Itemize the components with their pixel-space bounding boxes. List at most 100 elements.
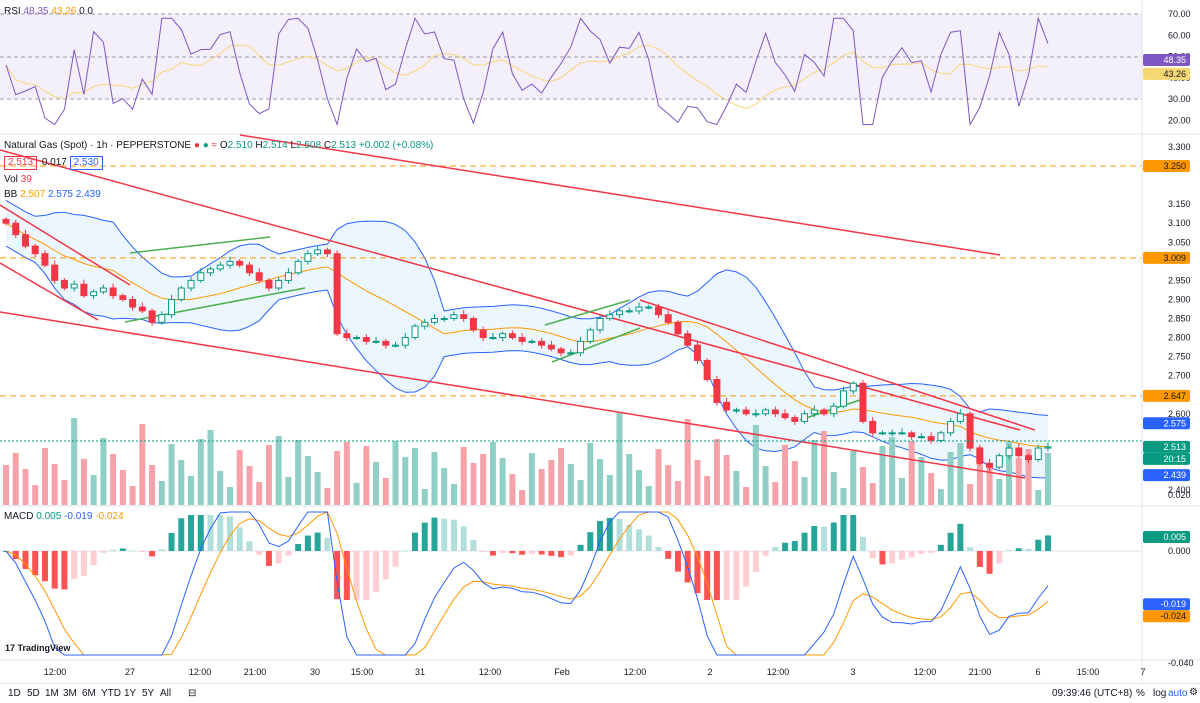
macd-bar (976, 551, 983, 567)
volume-bar (119, 470, 126, 505)
macd-bar (704, 551, 711, 600)
delay-icon: ≈ (211, 140, 218, 151)
volume-bar (519, 490, 526, 505)
candle-body (547, 344, 555, 350)
macd-hist-badge: 0.005 (1163, 532, 1186, 542)
tf-all[interactable]: All (160, 688, 172, 699)
tf-3m[interactable]: 3M (63, 688, 77, 699)
price-badges: 48.35 43.26 3.250 3.009 2.647 2.575 2.513 20:15… (1143, 54, 1190, 623)
rsi-tick-label: 20.00 (1168, 115, 1191, 125)
candle-body (976, 447, 984, 464)
macd-bar (275, 551, 282, 564)
date-range-icon[interactable]: ⊟ (188, 688, 197, 699)
time-tick-label: 12:00 (767, 667, 790, 677)
trendline-short-left[interactable] (0, 262, 99, 321)
volume-bar (3, 465, 9, 505)
time-tick-label: 2 (707, 667, 712, 677)
rsi-legend[interactable]: RSI 48.35 43.26 0 0 (4, 5, 93, 19)
macd-bar (762, 551, 769, 556)
macd-legend[interactable]: MACD 0.005 -0.019 -0.024 (4, 510, 124, 524)
ask-button[interactable]: 2.530 (69, 156, 103, 170)
symbol-legend[interactable]: Natural Gas (Spot) · 1h · PEPPERSTONE ● … (4, 139, 433, 153)
volume-bar (587, 443, 594, 505)
volume-bar (246, 466, 253, 505)
volume-bar (412, 448, 419, 505)
macd-bar (548, 551, 555, 556)
bid-ask-legend[interactable]: 2.513 0.017 2.530 (4, 156, 105, 170)
percent-toggle[interactable]: % (1136, 688, 1145, 699)
log-toggle[interactable]: log (1153, 688, 1167, 699)
rsi-tick-label: 60.00 (1168, 30, 1191, 40)
trendline-right[interactable] (639, 299, 1036, 431)
candle-body (168, 298, 176, 316)
volume-bar (606, 475, 613, 505)
time-tick-label: 12:00 (914, 667, 937, 677)
volume-bar (811, 440, 818, 505)
time-axis: 12:00 27 12:00 21:00 30 15:00 31 12:00 Feb 12:00 2… (44, 667, 1146, 677)
tradingview-logo[interactable]: 17 TradingView (5, 643, 70, 653)
macd-bar (567, 551, 574, 556)
candle-body (489, 337, 497, 340)
volume-bar (1025, 449, 1032, 505)
macd-bar (22, 551, 29, 569)
candle-body (460, 314, 468, 320)
bid-button[interactable]: 2.513 (4, 156, 38, 170)
clock[interactable]: 09:39:46 (UTC+8) (1052, 688, 1133, 699)
volume-bar (489, 442, 496, 505)
price-tick-label: 2.950 (1168, 275, 1191, 285)
volume-bar (100, 438, 107, 505)
trendline-upper-long[interactable] (239, 134, 1001, 256)
candle-body (645, 306, 653, 309)
volume-bar (558, 448, 565, 505)
trendline-lower[interactable] (0, 311, 1026, 479)
volume-legend[interactable]: Vol 39 (4, 173, 32, 187)
macd-bar (918, 551, 925, 554)
time-tick-label: 15:00 (351, 667, 374, 677)
candle-body (12, 222, 20, 236)
macd-hist-badge-bg (1143, 531, 1190, 543)
volume-bar (343, 442, 350, 505)
volume-bar (704, 476, 711, 505)
auto-toggle[interactable]: auto (1168, 688, 1188, 699)
bollinger-lower (5, 245, 1049, 479)
tf-6m[interactable]: 6M (82, 688, 96, 699)
price-tick-label: 2.700 (1168, 371, 1191, 381)
macd-bar (626, 524, 633, 551)
tf-1y[interactable]: 1Y (124, 688, 137, 699)
settings-gear-icon[interactable]: ⚙ (1189, 687, 1198, 698)
bb-legend[interactable]: BB 2.507 2.575 2.439 (4, 188, 101, 202)
channel-line-1[interactable] (129, 236, 271, 254)
tf-5y[interactable]: 5Y (142, 688, 155, 699)
candle-body (898, 432, 906, 435)
time-tick-label: 6 (1035, 667, 1040, 677)
candle-body (265, 279, 273, 289)
candle-body (469, 318, 477, 331)
volume-bar (528, 453, 535, 505)
tf-1m[interactable]: 1M (45, 688, 59, 699)
tf-5d[interactable]: 5D (27, 688, 40, 699)
channel-line-3[interactable] (544, 299, 631, 326)
volume-bar (684, 419, 691, 505)
bb-lower-badge: 2.439 (1163, 470, 1186, 480)
macd-bar (801, 532, 808, 551)
tf-ytd[interactable]: YTD (101, 688, 121, 699)
volume-bar (470, 463, 477, 505)
channel-line-4[interactable] (551, 327, 641, 363)
tf-1d[interactable]: 1D (8, 688, 21, 699)
time-tick-label: 27 (125, 667, 135, 677)
channel-line-5[interactable] (799, 399, 861, 421)
level-badge-2647-bg (1143, 389, 1190, 402)
volume-bar (129, 486, 136, 505)
trendline-short-left2[interactable] (0, 204, 131, 286)
macd-bar (499, 551, 506, 553)
volume-bar (51, 464, 58, 505)
macd-bar (694, 551, 701, 594)
candle-body (781, 413, 789, 419)
macd-bar (1006, 550, 1013, 552)
macd-bar (937, 544, 944, 551)
candle-body (947, 420, 955, 434)
volume-bar (665, 465, 672, 505)
macd-tick-label: 0.000 (1168, 546, 1191, 556)
macd-bar (470, 539, 477, 551)
